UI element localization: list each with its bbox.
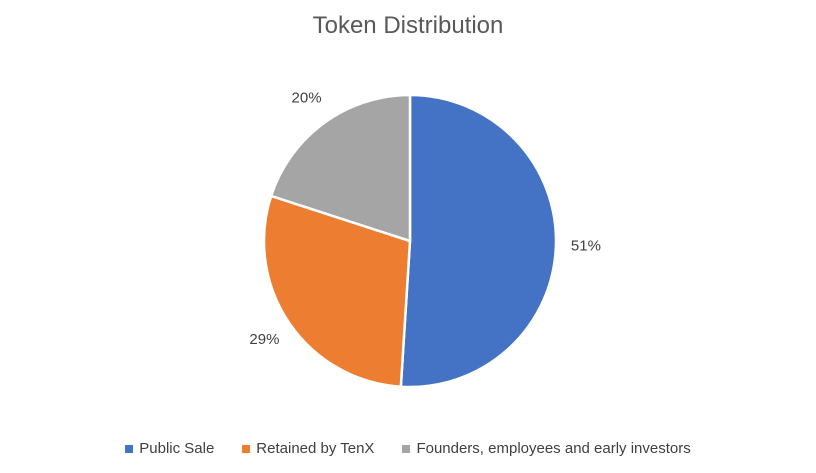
legend-label-founders: Founders, employees and early investors (416, 440, 691, 457)
legend-item-retained-by-tenx: Retained by TenX (242, 440, 374, 457)
data-label-public-sale: 51% (571, 237, 601, 254)
legend-label-retained-by-tenx: Retained by TenX (256, 440, 375, 457)
pie-slice-retained-by-tenx (262, 194, 412, 388)
legend: Public Sale Retained by TenX Founders, e… (0, 440, 816, 457)
legend-label-public-sale: Public Sale (139, 440, 215, 457)
pie-slice-public-sale (399, 93, 558, 389)
pie-slice-founders (269, 93, 412, 243)
data-label-founders: 20% (292, 90, 322, 107)
chart-title: Token Distribution (312, 12, 504, 39)
legend-item-founders: Founders, employees and early investors (402, 440, 691, 457)
legend-item-public-sale: Public Sale (125, 440, 214, 457)
legend-swatch-founders (402, 444, 411, 453)
legend-swatch-retained-by-tenx (242, 444, 251, 453)
legend-swatch-public-sale (125, 444, 134, 453)
data-label-retained-by-tenx: 29% (249, 331, 279, 348)
